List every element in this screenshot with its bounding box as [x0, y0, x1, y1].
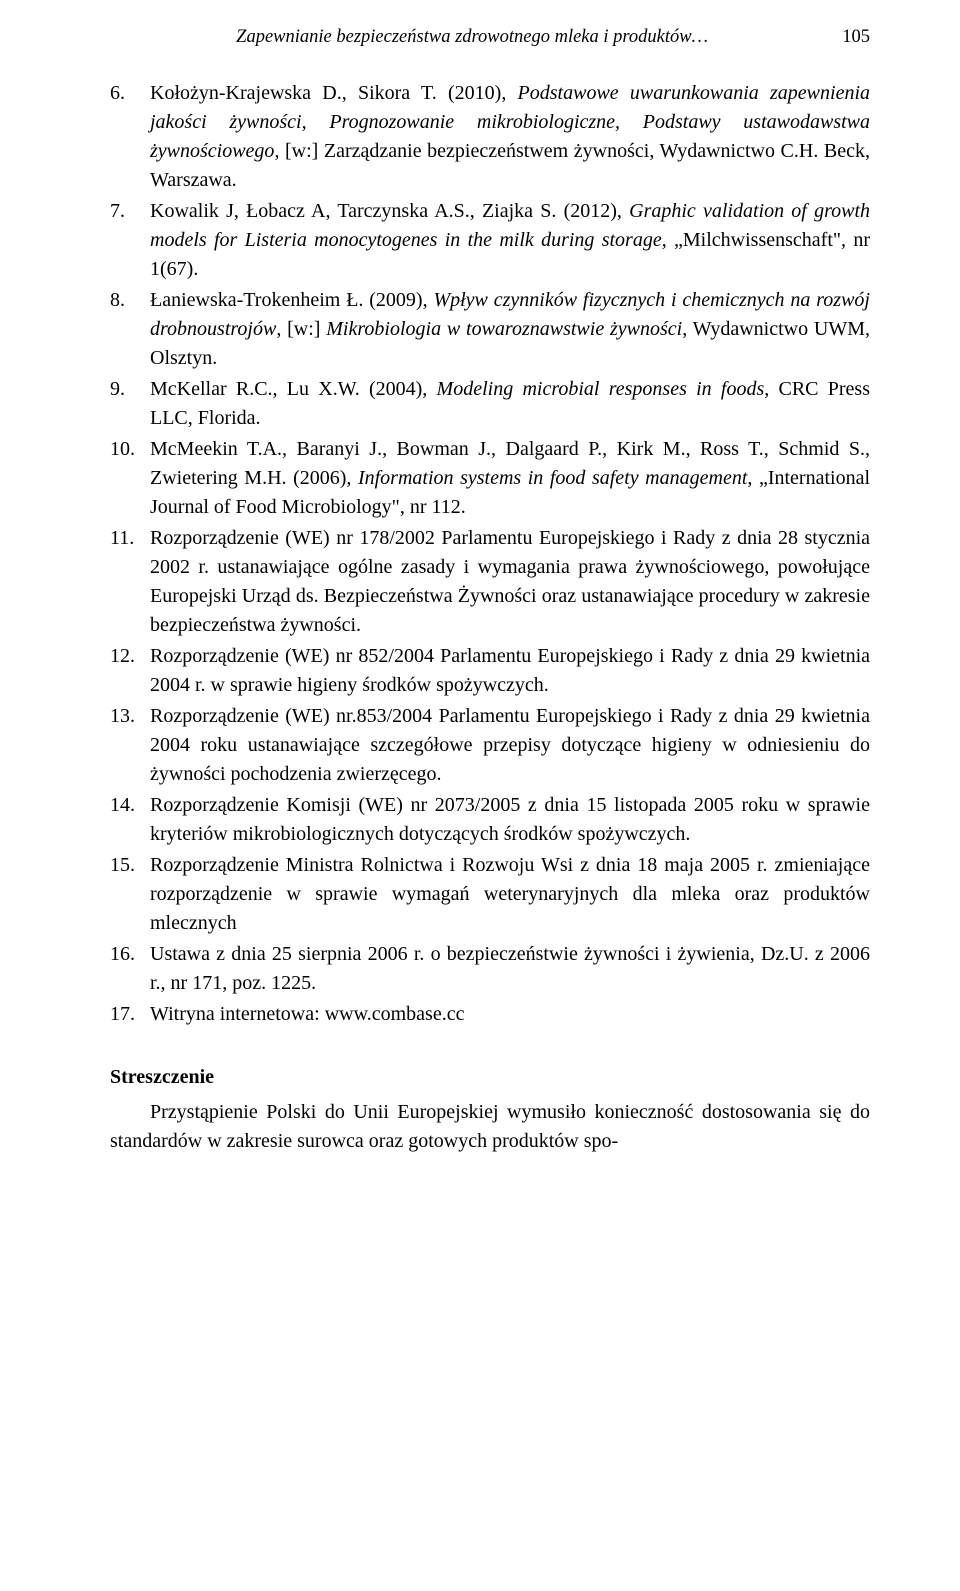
ref-italic: Information systems in food safety manag…	[358, 467, 747, 489]
ref-text: Kołożyn-Krajewska D., Sikora T. (2010),	[150, 82, 518, 104]
reference-item: Rozporządzenie (WE) nr 178/2002 Parlamen…	[110, 524, 870, 640]
page-number: 105	[842, 24, 870, 51]
abstract-paragraph: Przystąpienie Polski do Unii Europejskie…	[110, 1098, 870, 1156]
running-title: Zapewnianie bezpieczeństwa zdrowotnego m…	[236, 27, 708, 47]
ref-text: Rozporządzenie (WE) nr 178/2002 Parlamen…	[150, 527, 870, 636]
ref-text: Rozporządzenie Komisji (WE) nr 2073/2005…	[150, 794, 870, 845]
reference-item: McMeekin T.A., Baranyi J., Bowman J., Da…	[110, 435, 870, 522]
reference-item: Rozporządzenie (WE) nr.853/2004 Parlamen…	[110, 702, 870, 789]
reference-item: Witryna internetowa: www.combase.cc	[110, 1000, 870, 1029]
reference-item: Kołożyn-Krajewska D., Sikora T. (2010), …	[110, 79, 870, 195]
running-header: Zapewnianie bezpieczeństwa zdrowotnego m…	[110, 24, 870, 51]
reference-list: Kołożyn-Krajewska D., Sikora T. (2010), …	[110, 79, 870, 1029]
reference-item: Rozporządzenie Ministra Rolnictwa i Rozw…	[110, 851, 870, 938]
ref-text: Ustawa z dnia 25 sierpnia 2006 r. o bezp…	[150, 943, 870, 994]
ref-italic: Mikrobiologia w towaroznawstwie żywności	[326, 318, 682, 340]
ref-text: Rozporządzenie Ministra Rolnictwa i Rozw…	[150, 854, 870, 934]
ref-text: McKellar R.C., Lu X.W. (2004),	[150, 378, 437, 400]
reference-item: McKellar R.C., Lu X.W. (2004), Modeling …	[110, 375, 870, 433]
ref-text: , [w:]	[276, 318, 326, 340]
abstract-heading: Streszczenie	[110, 1063, 870, 1092]
ref-text: Rozporządzenie (WE) nr.853/2004 Parlamen…	[150, 705, 870, 785]
ref-text: Kowalik J, Łobacz A, Tarczynska A.S., Zi…	[150, 200, 629, 222]
ref-text: Witryna internetowa: www.combase.cc	[150, 1003, 464, 1025]
ref-text: Rozporządzenie (WE) nr 852/2004 Parlamen…	[150, 645, 870, 696]
reference-item: Kowalik J, Łobacz A, Tarczynska A.S., Zi…	[110, 197, 870, 284]
page: Zapewnianie bezpieczeństwa zdrowotnego m…	[0, 0, 960, 1216]
reference-item: Rozporządzenie (WE) nr 852/2004 Parlamen…	[110, 642, 870, 700]
reference-item: Rozporządzenie Komisji (WE) nr 2073/2005…	[110, 791, 870, 849]
reference-item: Łaniewska-Trokenheim Ł. (2009), Wpływ cz…	[110, 286, 870, 373]
ref-text: Łaniewska-Trokenheim Ł. (2009),	[150, 289, 433, 311]
ref-italic: Modeling microbial responses in foods	[437, 378, 765, 400]
reference-item: Ustawa z dnia 25 sierpnia 2006 r. o bezp…	[110, 940, 870, 998]
